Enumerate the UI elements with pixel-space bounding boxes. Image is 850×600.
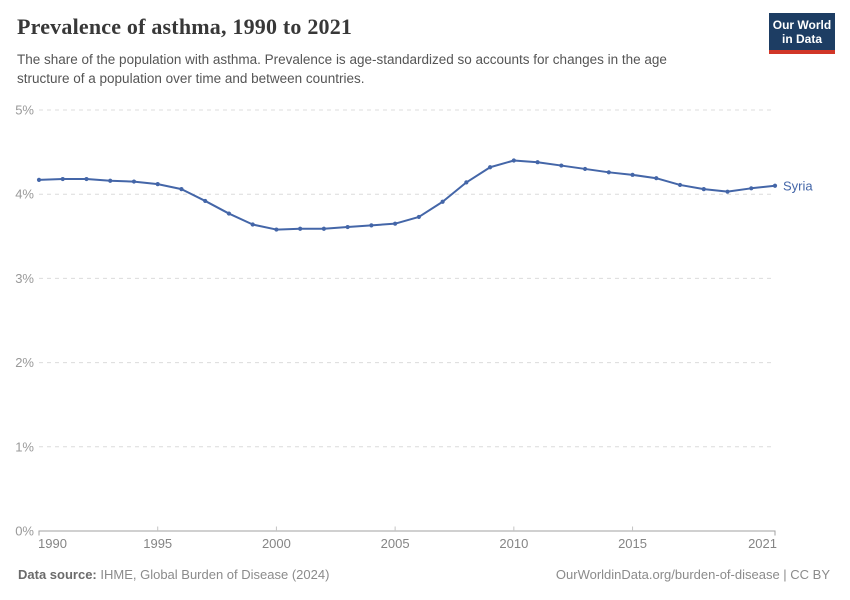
data-point-marker — [416, 214, 421, 220]
data-point-marker — [369, 223, 374, 228]
y-axis-tick-label: 3% — [15, 271, 34, 286]
y-axis-tick-label: 2% — [15, 355, 34, 370]
data-point-marker — [250, 222, 255, 227]
data-point-marker — [393, 221, 398, 226]
y-axis-tick-label: 0% — [15, 524, 34, 539]
chart-header: Prevalence of asthma, 1990 to 2021 The s… — [17, 14, 750, 88]
data-point-marker — [701, 187, 706, 192]
data-point-marker — [606, 170, 611, 175]
data-point-marker — [60, 176, 65, 182]
data-point-marker — [535, 160, 540, 165]
owid-logo[interactable]: Our World in Data — [769, 13, 835, 54]
data-source-label: Data source: — [18, 567, 97, 582]
data-point-marker — [321, 226, 327, 231]
x-axis-line — [38, 530, 776, 536]
data-point-marker — [749, 186, 754, 191]
data-point-marker — [36, 177, 42, 182]
data-point-marker — [84, 176, 89, 182]
x-axis-tick-label: 2021 — [748, 536, 777, 551]
x-axis-tick-label: 2005 — [381, 536, 410, 551]
owid-link[interactable]: OurWorldinData.org/burden-of-disease | C… — [555, 567, 830, 582]
data-point-marker — [108, 178, 113, 183]
data-point-marker — [630, 172, 635, 177]
data-point-marker — [725, 189, 730, 194]
data-point-marker — [582, 166, 588, 172]
data-point-marker — [677, 182, 683, 188]
data-point-marker — [487, 165, 493, 170]
data-point-marker — [226, 211, 232, 216]
data-point-marker — [511, 158, 516, 163]
data-point-marker — [559, 163, 564, 168]
y-axis-tick-label: 5% — [15, 103, 34, 118]
data-point-marker — [772, 183, 778, 188]
data-source-value: IHME, Global Burden of Disease (2024) — [96, 567, 330, 582]
data-point-marker — [440, 199, 445, 204]
data-point-marker — [155, 181, 160, 187]
data-point-marker — [345, 224, 350, 230]
x-axis-tick-label: 2010 — [499, 536, 528, 551]
data-point-marker — [464, 180, 469, 185]
data-point-marker — [203, 198, 208, 204]
data-source: Data source: IHME, Global Burden of Dise… — [18, 567, 329, 582]
y-axis-tick-label: 4% — [15, 187, 34, 202]
data-point-marker — [274, 227, 279, 232]
x-axis-tick-label: 2015 — [618, 536, 647, 551]
y-axis-tick-label: 1% — [15, 439, 34, 454]
series-label-syria[interactable]: Syria — [783, 178, 813, 193]
chart-title: Prevalence of asthma, 1990 to 2021 — [17, 14, 353, 39]
x-axis-tick-label: 1995 — [143, 536, 172, 551]
data-point-marker — [298, 226, 303, 231]
data-point-marker — [131, 179, 137, 184]
data-point-marker — [654, 176, 659, 181]
data-point-marker — [179, 187, 184, 192]
x-axis-tick-label: 2000 — [262, 536, 291, 551]
chart-subtitle: The share of the population with asthma.… — [17, 52, 667, 86]
owid-logo-text: Our World in Data — [772, 18, 832, 46]
x-axis-tick-label: 1990 — [38, 536, 67, 551]
chart-footer: Data source: IHME, Global Burden of Dise… — [18, 567, 830, 582]
data-series-line — [38, 159, 776, 231]
